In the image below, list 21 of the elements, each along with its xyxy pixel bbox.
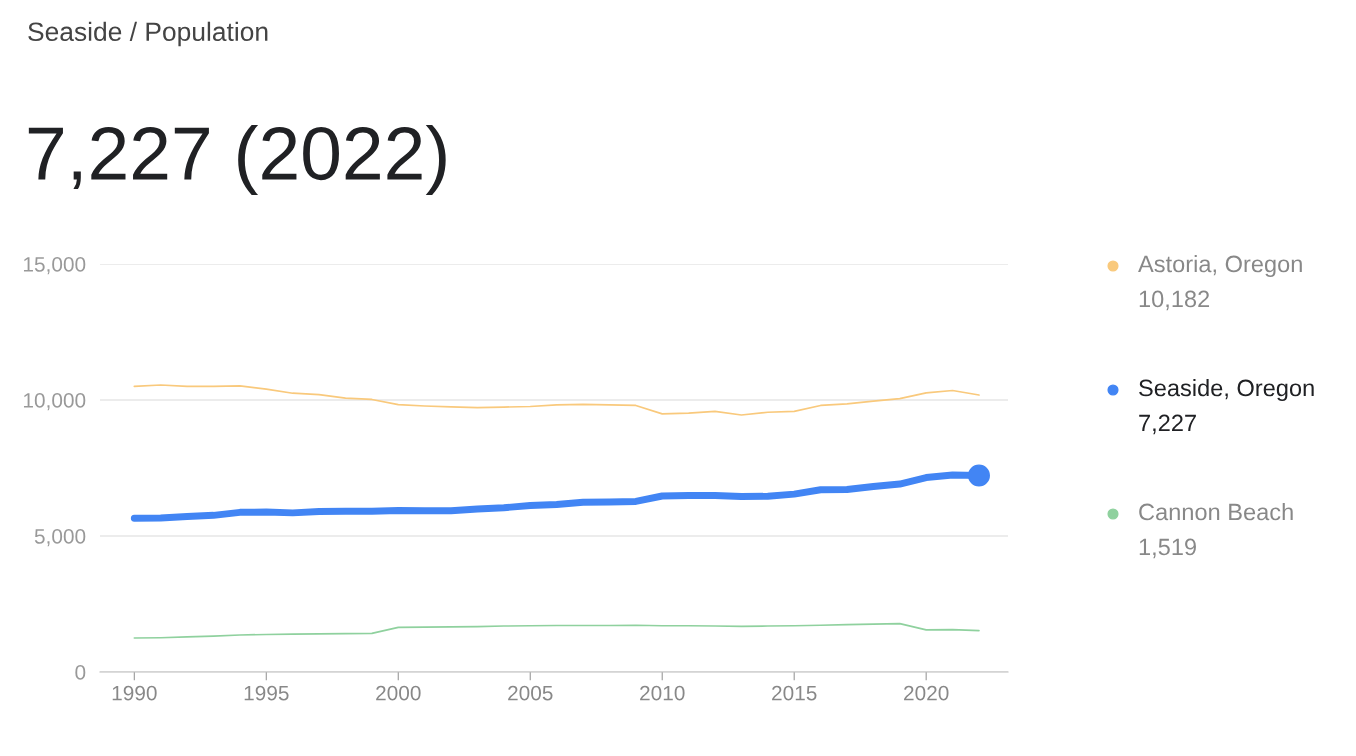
y-tick-label: 0 <box>75 665 86 680</box>
text: 1,519 <box>1139 538 1196 559</box>
y-tick-label: 5,000 <box>34 529 86 547</box>
x-tick-label: 2015 <box>772 685 817 701</box>
x-tick-label: 2000 <box>376 685 421 701</box>
x-tick-label: 2005 <box>508 685 553 701</box>
x-tick-label: 2020 <box>904 685 949 701</box>
legend-label: Cannon Beach <box>1139 502 1293 521</box>
x-tick-label: 2010 <box>640 685 685 701</box>
x-tick-label: 1990 <box>112 685 157 701</box>
chart-title: Seaside / Population <box>28 21 268 47</box>
legend-label: Astoria, Oregon <box>1138 255 1302 277</box>
line-series <box>133 384 980 416</box>
x-tick-label: 1995 <box>244 685 289 701</box>
legend-label: Seaside, Oregon <box>1139 378 1314 402</box>
y-tick-label: 15,000 <box>23 257 86 275</box>
y-tick-label: 10,000 <box>23 393 86 411</box>
chart-subtitle: 7,227 (2022) <box>28 125 446 195</box>
text: 10,182 <box>1139 290 1210 311</box>
text: 7,227 <box>1139 414 1196 435</box>
line-series <box>133 622 980 639</box>
